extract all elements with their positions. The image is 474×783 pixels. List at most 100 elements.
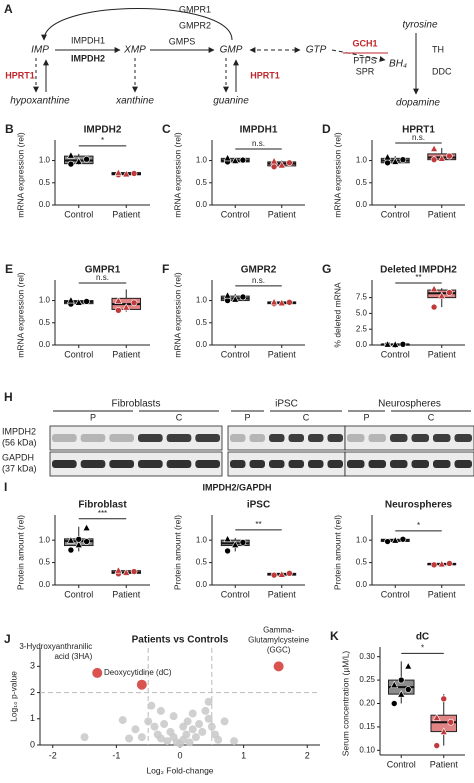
point	[224, 547, 231, 555]
x-tick-label: Patient	[112, 589, 141, 599]
point	[144, 717, 153, 726]
point-label: Deoxycytidine (dC)	[104, 668, 172, 677]
x-tick-label: Patient	[428, 589, 457, 599]
y-tick-label: 2	[30, 687, 35, 697]
band	[390, 434, 408, 442]
y-axis-label: Serum concentration (µM/L)	[340, 651, 350, 757]
point	[239, 539, 247, 546]
point	[150, 722, 159, 731]
point	[384, 159, 391, 167]
significance: **	[415, 273, 421, 282]
lane-label: C	[303, 412, 310, 422]
y-axis-label: mRNA expression (rel)	[332, 132, 342, 218]
enzyme: GMPR2	[179, 20, 211, 30]
point	[270, 571, 278, 579]
y-tick-label: 0.30	[359, 652, 375, 661]
x-tick-label: Patient	[112, 349, 141, 359]
band	[138, 434, 163, 442]
point	[92, 667, 103, 678]
band	[269, 460, 285, 468]
point	[437, 559, 446, 568]
panel-label: A	[4, 2, 13, 16]
point	[399, 156, 407, 163]
metabolite: tyrosine	[402, 20, 437, 31]
point	[130, 568, 138, 575]
point	[391, 157, 400, 165]
panel-label: J	[4, 632, 11, 646]
band	[347, 434, 365, 442]
panel-label: C	[162, 122, 171, 136]
arrow	[331, 49, 386, 62]
group-label: Fibroblasts	[112, 399, 161, 410]
point	[391, 536, 400, 544]
y-tick-label: 1.0	[356, 156, 368, 165]
chart-title: IMPDH2	[84, 125, 122, 136]
x-tick-label: Patient	[268, 589, 297, 599]
y-tick-label: 1.0	[39, 156, 51, 165]
point	[137, 733, 146, 742]
band	[52, 434, 77, 442]
point	[82, 523, 91, 531]
y-tick-label: 0.5	[39, 318, 51, 327]
point	[430, 156, 438, 163]
y-tick-label: 0.5	[356, 558, 368, 567]
point	[270, 297, 279, 306]
point	[131, 725, 140, 734]
point	[220, 717, 229, 726]
blot-strip	[227, 451, 346, 477]
chart-title: iPSC	[247, 500, 270, 511]
band	[230, 460, 246, 468]
point-label: (GGC)	[267, 645, 291, 654]
point	[118, 716, 127, 725]
point	[125, 734, 134, 743]
blot-strip	[49, 451, 223, 477]
point	[179, 722, 188, 731]
point	[432, 713, 441, 721]
y-axis-label: Log₁₀ p-value	[8, 671, 18, 722]
x-tick-label: Control	[381, 209, 410, 219]
point	[147, 701, 156, 710]
lane-label: P	[363, 412, 369, 422]
point	[399, 341, 407, 348]
panel-label: H	[4, 390, 13, 404]
point	[399, 535, 407, 543]
panel-label: B	[5, 122, 14, 136]
point	[83, 298, 90, 305]
point	[286, 299, 293, 306]
point	[273, 661, 284, 672]
blot-strip	[344, 451, 474, 477]
y-tick-label: 1.0	[39, 296, 51, 305]
band	[454, 434, 472, 442]
x-tick-label: Control	[221, 349, 250, 359]
y-tick-label: 1	[30, 713, 35, 723]
lane-label: P	[90, 412, 96, 422]
point	[80, 733, 89, 742]
point	[270, 163, 278, 171]
y-tick-label: 0.5	[196, 318, 208, 327]
band	[52, 460, 77, 468]
point	[83, 155, 90, 163]
x-tick-label: Control	[221, 589, 250, 599]
point	[437, 291, 446, 300]
chart-title: Patients vs Controls	[132, 635, 229, 646]
y-axis-label: mRNA expression (rel)	[172, 132, 182, 218]
point	[277, 160, 286, 169]
significance: n.s.	[252, 139, 265, 148]
point	[384, 538, 391, 545]
y-tick-label: 0.5	[196, 178, 208, 187]
x-tick-label: 2	[305, 750, 310, 760]
y-axis-label: mRNA expression (rel)	[172, 272, 182, 358]
point-label: 3-Hydroxyanthranilic	[19, 642, 92, 651]
chart-title: GMPR2	[241, 265, 277, 276]
y-tick-label: 0.0	[39, 580, 51, 589]
y-tick-label: 3	[30, 661, 35, 671]
significance: *	[417, 521, 420, 530]
group-label: Neurospheres	[378, 399, 441, 410]
y-axis-label: mRNA expression (rel)	[15, 132, 25, 218]
band	[109, 460, 134, 468]
point	[239, 156, 247, 164]
significance: *	[101, 136, 104, 145]
enzyme: GCH1	[352, 38, 377, 48]
row-label: IMPDH2	[2, 426, 36, 436]
